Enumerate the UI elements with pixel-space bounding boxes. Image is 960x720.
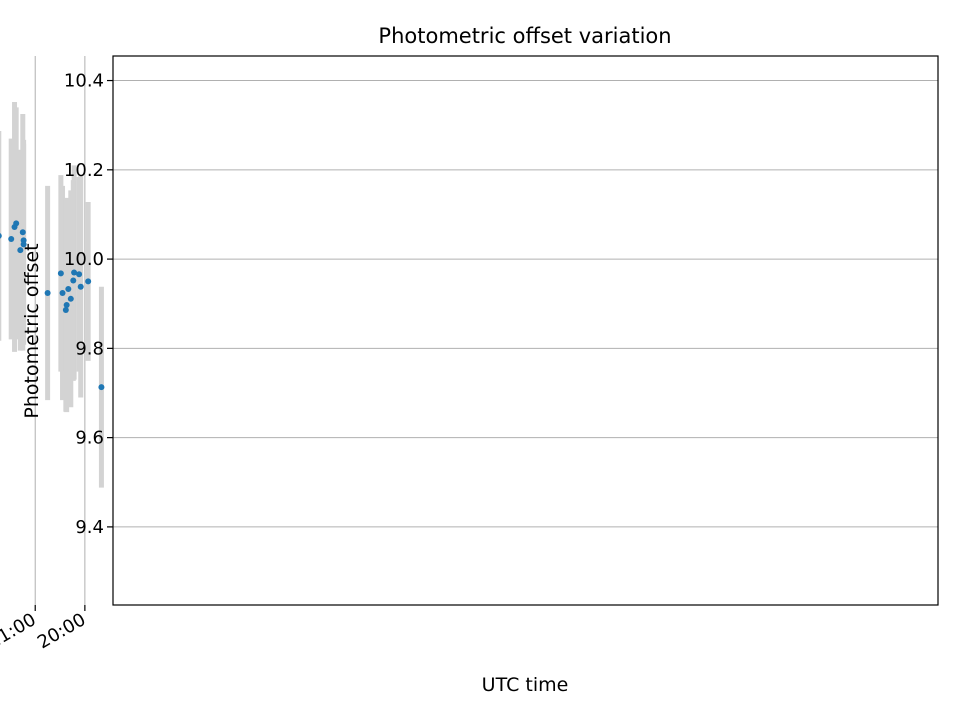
y-tick-label: 10.2 bbox=[64, 160, 104, 181]
y-tick-label: 10.4 bbox=[64, 71, 104, 92]
data-point bbox=[8, 236, 15, 242]
data-point bbox=[0, 233, 2, 239]
y-axis-ticks: 9.4 9.6 9.8 10.0 10.2 10.4 bbox=[64, 71, 113, 538]
y-tick-label: 10.0 bbox=[64, 249, 104, 270]
plot-area-frame bbox=[112, 55, 939, 606]
data-point bbox=[67, 295, 74, 302]
data-point bbox=[17, 247, 24, 254]
data-point bbox=[63, 302, 70, 309]
data-point bbox=[57, 270, 64, 277]
x-axis-label: UTC time bbox=[482, 674, 569, 696]
data-point bbox=[76, 271, 83, 278]
data-point bbox=[20, 241, 27, 248]
data-points bbox=[0, 220, 105, 391]
y-tick-label: 9.4 bbox=[75, 517, 104, 538]
y-axis-label: Photometric offset bbox=[21, 243, 43, 418]
y-tick-label: 9.8 bbox=[75, 338, 104, 359]
data-point bbox=[77, 283, 84, 290]
data-point bbox=[19, 229, 26, 236]
data-point bbox=[71, 269, 78, 276]
data-point bbox=[59, 290, 66, 297]
chart-title: Photometric offset variation bbox=[378, 24, 671, 48]
data-point bbox=[85, 278, 92, 285]
data-point bbox=[70, 277, 77, 284]
data-point bbox=[65, 285, 72, 292]
data-point bbox=[44, 290, 51, 297]
data-point bbox=[98, 384, 105, 391]
data-point bbox=[62, 306, 69, 313]
data-point bbox=[11, 223, 18, 230]
y-tick-label: 9.6 bbox=[75, 428, 104, 449]
grid-lines bbox=[34, 56, 938, 605]
